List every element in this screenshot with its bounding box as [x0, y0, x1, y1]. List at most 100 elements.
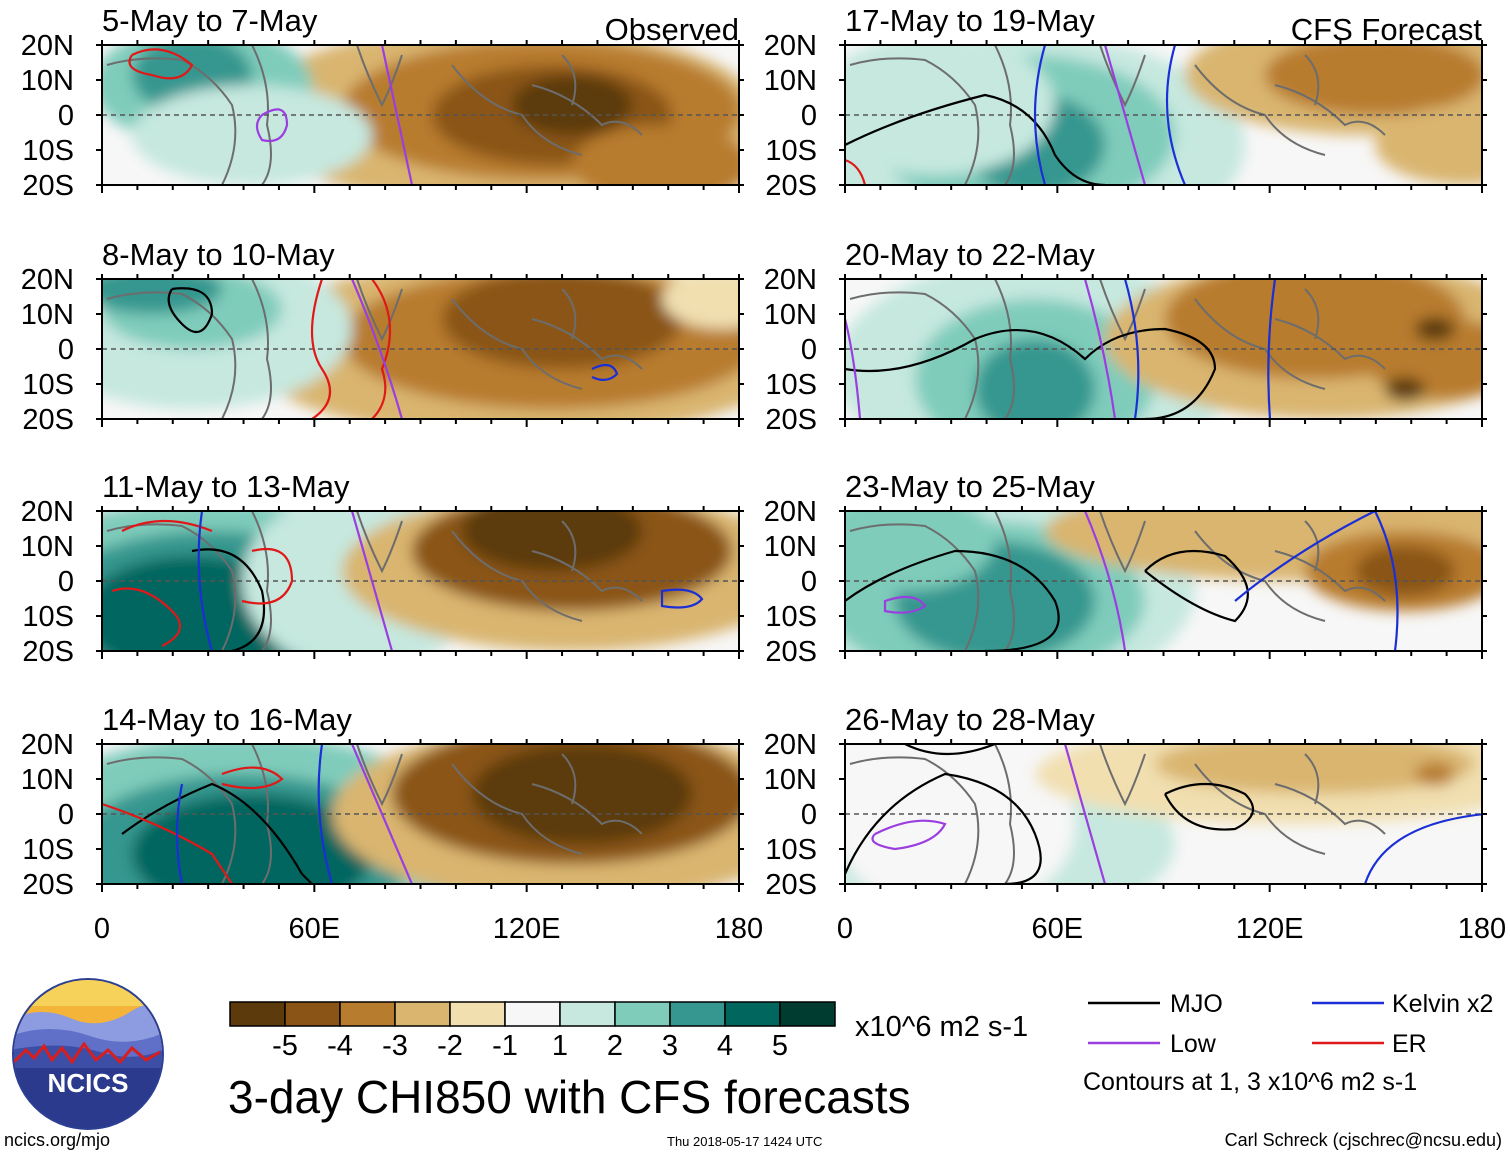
- lat-tick-label: 20S: [765, 869, 817, 901]
- lat-tick-label: 20N: [764, 30, 817, 62]
- lat-tick-label: 20N: [21, 264, 74, 296]
- mjo-contour: [1144, 549, 1249, 623]
- lat-tick-label: 20S: [765, 170, 817, 202]
- lat-tick-label: 0: [58, 566, 74, 598]
- legend-label: MJO: [1170, 990, 1223, 1018]
- legend-label: Kelvin x2: [1392, 990, 1493, 1018]
- lat-tick-label: 20S: [22, 636, 74, 668]
- colorbar-tick-label: 5: [772, 1030, 788, 1062]
- low-contour: [845, 318, 862, 419]
- low-contour: [350, 279, 404, 419]
- panel-title: 20-May to 22-May: [845, 237, 1095, 272]
- colorbar-tick-label: 3: [662, 1030, 678, 1062]
- lat-tick-label: 0: [801, 334, 817, 366]
- lat-tick-label: 10N: [764, 299, 817, 331]
- lon-tick-label: 60E: [1032, 913, 1084, 945]
- kelvin-contour: [317, 744, 334, 884]
- lat-tick-label: 20S: [22, 170, 74, 202]
- er-contour: [121, 519, 213, 533]
- low-contour: [871, 819, 947, 851]
- er-contour: [102, 802, 233, 884]
- lat-tick-label: 20N: [21, 496, 74, 528]
- colorbar-swatch: [669, 1001, 726, 1027]
- kelvin-contour: [1234, 511, 1376, 602]
- lat-tick-label: 20N: [764, 729, 817, 761]
- lon-tick-label: 180: [1458, 913, 1506, 945]
- panel-label: Observed: [605, 12, 739, 47]
- mjo-contour: [167, 287, 214, 334]
- panel-title: 26-May to 28-May: [845, 702, 1095, 737]
- colorbar-swatch: [614, 1001, 671, 1027]
- coastlines: [106, 511, 643, 651]
- mjo-contour: [845, 772, 1042, 884]
- lon-tick-label: 120E: [493, 913, 561, 945]
- kelvin-contour: [197, 511, 214, 651]
- panel-title: 11-May to 13-May: [102, 469, 350, 504]
- colorbar-swatch: [229, 1001, 286, 1027]
- coastlines: [849, 279, 1386, 419]
- lat-tick-label: 10N: [764, 65, 817, 97]
- lat-tick-label: 10S: [22, 601, 74, 633]
- lat-tick-label: 20S: [765, 404, 817, 436]
- legend-note: Contours at 1, 3 x10^6 m2 s-1: [1083, 1068, 1417, 1096]
- lat-tick-label: 10S: [22, 135, 74, 167]
- footer-url: ncics.org/mjo: [4, 1130, 111, 1150]
- lat-tick-label: 20S: [22, 404, 74, 436]
- kelvin-contour: [1363, 813, 1482, 884]
- low-contour: [883, 595, 927, 614]
- er-contour: [128, 48, 194, 80]
- colorbar-tick-label: -4: [327, 1030, 353, 1062]
- lat-tick-label: 0: [58, 100, 74, 132]
- er-contour: [111, 587, 182, 647]
- coastlines: [106, 45, 643, 185]
- lat-tick-label: 20S: [765, 636, 817, 668]
- mjo-contour: [1164, 782, 1255, 831]
- lat-tick-label: 0: [801, 100, 817, 132]
- panel-label: CFS Forecast: [1291, 12, 1483, 47]
- panel-title: 23-May to 25-May: [845, 469, 1095, 504]
- lat-tick-label: 20N: [21, 30, 74, 62]
- lat-tick-label: 0: [58, 799, 74, 831]
- lat-tick-label: 0: [801, 566, 817, 598]
- lat-tick-label: 10N: [21, 65, 74, 97]
- low-contour: [255, 108, 289, 143]
- lon-tick-label: 120E: [1236, 913, 1304, 945]
- colorbar-swatch: [394, 1001, 451, 1027]
- er-contour: [845, 158, 867, 185]
- lat-tick-label: 10S: [765, 834, 817, 866]
- legend-label: ER: [1392, 1030, 1427, 1058]
- x-axis: 0 60E 120E 180 0 60E 120E 180: [94, 913, 1506, 945]
- colorbar-tick-label: -2: [437, 1030, 463, 1062]
- colorbar-tick-label: 2: [607, 1030, 623, 1062]
- kelvin-contour: [591, 363, 619, 381]
- kelvin-contour: [175, 783, 184, 884]
- low-contour: [1083, 279, 1117, 419]
- ncics-logo: NCICS: [12, 978, 164, 1130]
- logo-text: NCICS: [48, 1068, 129, 1098]
- colorbar-swatch: [559, 1001, 616, 1027]
- panel-title: 14-May to 16-May: [102, 702, 352, 737]
- colorbar-swatch: [724, 1001, 781, 1027]
- lon-tick-label: 180: [715, 913, 763, 945]
- mjo-contour: [845, 549, 1060, 651]
- low-contour: [1063, 744, 1107, 884]
- colorbar-tick-label: -5: [272, 1030, 298, 1062]
- lat-tick-label: 10N: [764, 764, 817, 796]
- mjo-contour: [121, 782, 313, 884]
- lat-tick-label: 20N: [764, 496, 817, 528]
- footer-author: Carl Schreck (cjschrec@ncsu.edu): [1224, 1130, 1502, 1150]
- mjo-contour: [845, 93, 1106, 185]
- lat-tick-label: 10N: [21, 764, 74, 796]
- colorbar-swatch: [284, 1001, 341, 1027]
- contour-legend: MJO Kelvin x2 Low ER Contours at 1, 3 x10^6 …: [1083, 990, 1493, 1096]
- main-title: 3-day CHI850 with CFS forecasts: [228, 1071, 911, 1123]
- colorbar: -5 -4 -3 -2 -1 1 2 3 4 5 x10^6 m2 s-1: [229, 1001, 1028, 1062]
- colorbar-swatch: [449, 1001, 506, 1027]
- footer-timestamp: Thu 2018-05-17 1424 UTC: [667, 1134, 823, 1149]
